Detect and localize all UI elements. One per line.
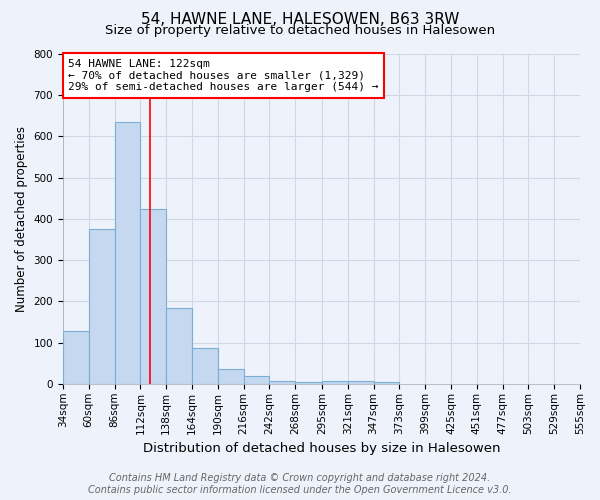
Text: Contains HM Land Registry data © Crown copyright and database right 2024.
Contai: Contains HM Land Registry data © Crown c… — [88, 474, 512, 495]
Bar — [115, 122, 140, 384]
Bar — [374, 382, 400, 384]
Bar — [192, 348, 218, 384]
Bar — [89, 230, 115, 384]
Bar — [166, 308, 192, 384]
Bar — [140, 208, 166, 384]
X-axis label: Distribution of detached houses by size in Halesowen: Distribution of detached houses by size … — [143, 442, 500, 455]
Text: 54, HAWNE LANE, HALESOWEN, B63 3RW: 54, HAWNE LANE, HALESOWEN, B63 3RW — [141, 12, 459, 28]
Y-axis label: Number of detached properties: Number of detached properties — [15, 126, 28, 312]
Text: 54 HAWNE LANE: 122sqm
← 70% of detached houses are smaller (1,329)
29% of semi-d: 54 HAWNE LANE: 122sqm ← 70% of detached … — [68, 59, 379, 92]
Bar — [63, 331, 89, 384]
Bar — [348, 381, 374, 384]
Bar — [322, 380, 348, 384]
Bar — [269, 380, 295, 384]
Text: Size of property relative to detached houses in Halesowen: Size of property relative to detached ho… — [105, 24, 495, 37]
Bar — [218, 370, 244, 384]
Bar — [295, 382, 322, 384]
Bar — [244, 376, 269, 384]
